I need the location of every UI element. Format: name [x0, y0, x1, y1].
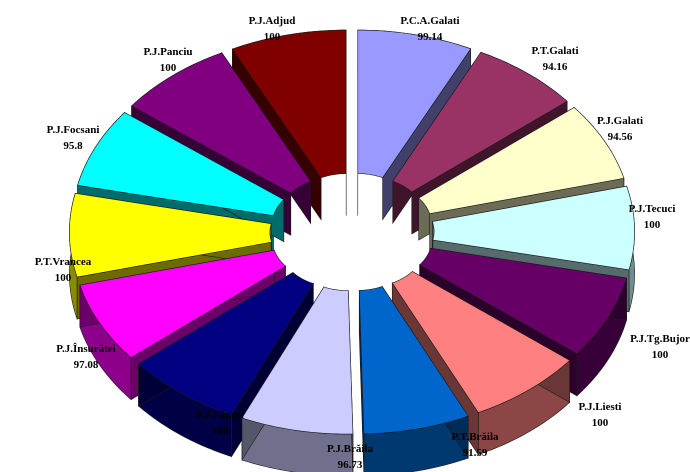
slice-13 — [231, 29, 347, 179]
slice-label-9: P.J.Însurătei — [56, 343, 116, 355]
slice-7 — [241, 286, 354, 435]
slice-label-8: P.J.Făurei — [196, 409, 244, 421]
slice-5 — [391, 271, 571, 413]
slice-value-7: 96.73 — [338, 459, 363, 471]
slice-label-5: P.J.Liesti — [579, 401, 622, 413]
slice-4 — [419, 247, 627, 355]
slice-label-13: P.J.Adjud — [249, 15, 296, 27]
slice-11 — [77, 112, 285, 217]
slice-value-2: 94.56 — [608, 131, 633, 143]
slice-8 — [137, 272, 314, 415]
slice-12 — [131, 52, 312, 194]
slice-value-5: 100 — [592, 417, 609, 429]
slice-label-4: P.J.Tg.Bujor — [630, 333, 690, 345]
slice-6 — [358, 286, 469, 435]
slice-label-12: P.J.Panciu — [143, 46, 192, 58]
slice-value-11: 95.8 — [63, 140, 83, 152]
slice-0 — [357, 29, 472, 179]
slice-value-8: 100 — [212, 425, 229, 437]
slice-value-9: 97.08 — [74, 359, 99, 371]
slice-10 — [69, 193, 272, 278]
slice-3 — [431, 185, 635, 271]
slice-tops — [69, 29, 635, 435]
slice-label-6: P.T.Brăila — [451, 431, 499, 443]
slice-value-6: 91.59 — [463, 447, 488, 459]
slice-value-13: 100 — [264, 31, 281, 43]
slice-value-3: 100 — [644, 219, 661, 231]
slice-labels: P.C.A.Galati 99.14 P.T.Galati 94.16 P.J.Gala… — [35, 15, 690, 471]
slice-label-2: P.J.Galati — [597, 115, 643, 127]
slice-label-10: P.T.Vrancea — [35, 256, 92, 268]
slice-label-0: P.C.A.Galati — [400, 15, 459, 27]
slice-value-0: 99.14 — [418, 31, 443, 43]
slice-label-1: P.T.Galati — [531, 45, 578, 57]
slice-value-1: 94.16 — [543, 61, 568, 73]
slice-label-3: P.J.Tecuci — [629, 203, 676, 215]
slice-label-7: P.J.Brăila — [327, 443, 374, 455]
slice-2 — [418, 107, 625, 215]
slice-value-10: 100 — [55, 272, 72, 284]
slice-9 — [79, 249, 287, 358]
slice-1 — [392, 51, 568, 193]
slice-value-4: 100 — [652, 349, 669, 361]
slice-value-12: 100 — [160, 62, 177, 74]
slice-label-11: P.J.Focsani — [47, 124, 100, 136]
